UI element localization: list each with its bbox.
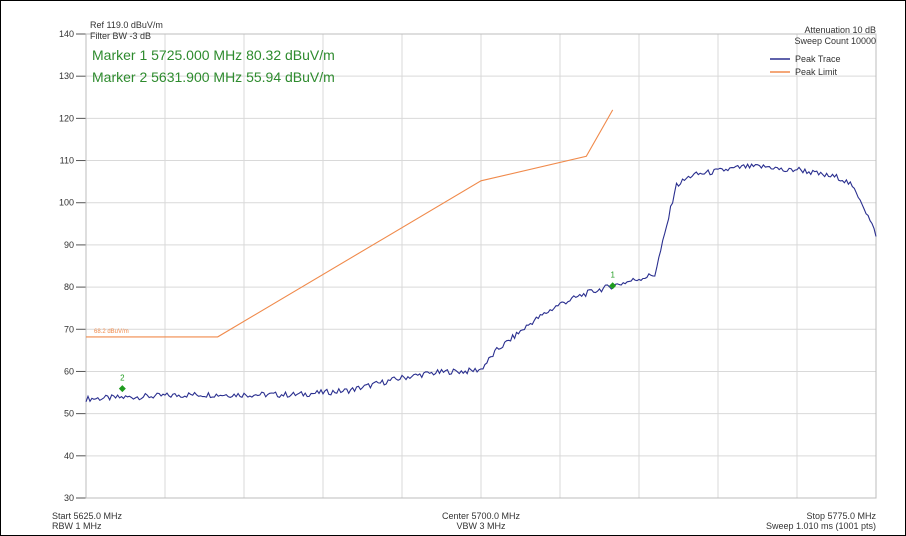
y-tick-label: 140 xyxy=(59,29,74,39)
peak-trace-line xyxy=(85,163,877,403)
limit-level-label: 68.2 dBuV/m xyxy=(94,329,129,335)
y-tick-label: 110 xyxy=(60,156,74,166)
y-tick-label: 50 xyxy=(64,409,74,419)
y-tick-label: 70 xyxy=(64,324,74,334)
y-tick-label: 120 xyxy=(59,113,74,123)
filter-bw-label: Filter BW -3 dB xyxy=(90,31,151,41)
attenuation-label: Attenuation 10 dB xyxy=(804,25,876,35)
y-tick-label: 100 xyxy=(59,198,74,208)
stop-frequency-label: Stop 5775.0 MHz xyxy=(806,511,876,521)
y-tick-label: 40 xyxy=(64,451,74,461)
series-layer xyxy=(85,109,877,403)
y-tick-label: 30 xyxy=(64,493,74,503)
y-tick-label: 90 xyxy=(64,240,74,250)
marker-2-point xyxy=(118,385,126,393)
center-frequency-label: Center 5700.0 MHz xyxy=(442,511,521,521)
plot-area xyxy=(85,33,877,499)
y-tick-label: 60 xyxy=(64,366,74,376)
ref-level-label: Ref 119.0 dBuV/m xyxy=(90,20,163,30)
y-tick-label: 130 xyxy=(59,71,74,81)
legend-peak-limit-label: Peak Limit xyxy=(795,67,838,77)
markers-layer: 12 xyxy=(118,271,617,393)
y-axis: 30 40 50 60 70 80 90 100 110 120 130 140 xyxy=(59,29,86,503)
marker-2-label: 2 xyxy=(120,374,125,383)
rbw-label: RBW 1 MHz xyxy=(52,521,102,531)
legend-peak-trace-label: Peak Trace xyxy=(795,54,841,64)
marker-1-readout: Marker 1 5725.000 MHz 80.32 dBuV/m xyxy=(92,47,335,63)
start-frequency-label: Start 5625.0 MHz xyxy=(52,511,123,521)
peak-limit-line xyxy=(86,109,614,338)
grid xyxy=(85,33,877,499)
marker-1-point xyxy=(609,282,617,290)
sweep-time-label: Sweep 1.010 ms (1001 pts) xyxy=(766,521,876,531)
y-tick-label: 80 xyxy=(64,282,74,292)
marker-2-readout: Marker 2 5631.900 MHz 55.94 dBuV/m xyxy=(92,69,335,85)
sweep-count-label: Sweep Count 10000 xyxy=(794,36,876,46)
marker-1-label: 1 xyxy=(610,271,615,280)
vbw-label: VBW 3 MHz xyxy=(456,521,506,531)
